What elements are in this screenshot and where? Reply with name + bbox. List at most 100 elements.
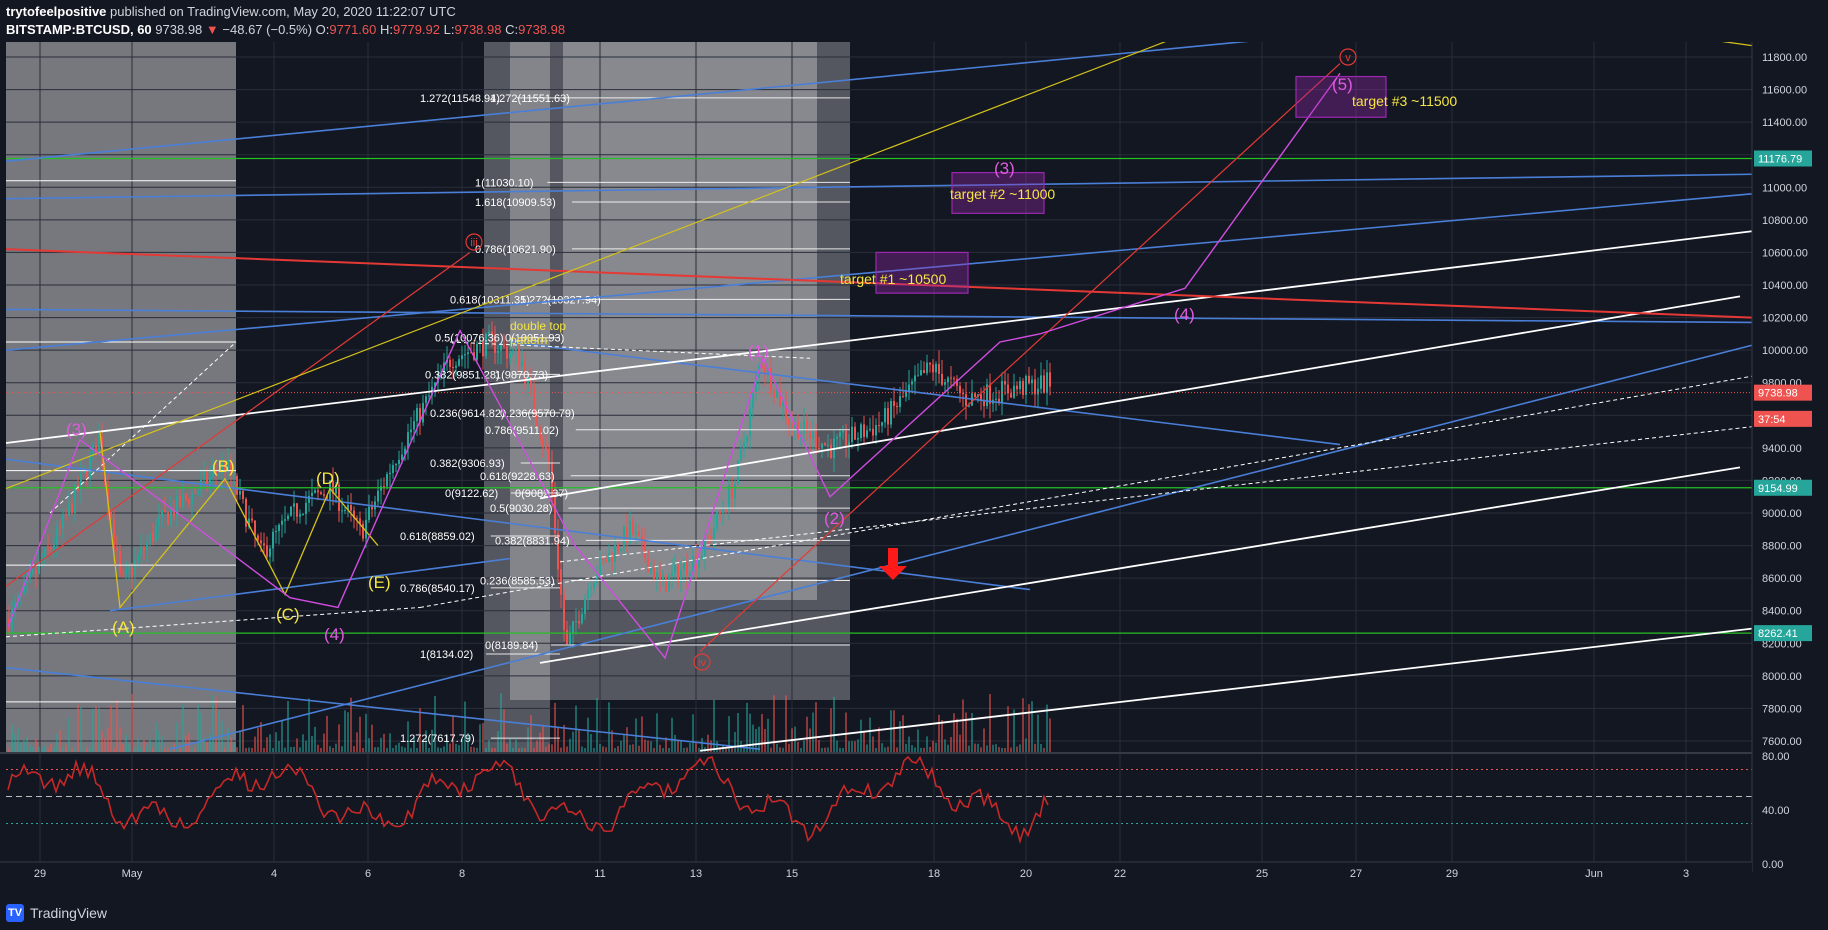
volume-bar (200, 713, 202, 752)
candle-body (566, 629, 568, 645)
candle-body (710, 536, 712, 539)
time-tick-label: 6 (365, 868, 371, 880)
candle-body (464, 354, 466, 356)
volume-bar (719, 747, 721, 752)
candle-body (755, 377, 757, 392)
candle-body (434, 382, 436, 387)
time-tick-label: 29 (34, 868, 46, 880)
white-trend-line (5, 230, 1753, 444)
fib-label: 0.5(10076.36) (435, 333, 504, 345)
candle-body (734, 483, 736, 499)
candle-body (683, 562, 685, 570)
volume-bar (404, 747, 406, 752)
volume-bar (323, 733, 325, 752)
volume-bar (389, 733, 391, 752)
price-tick-label: 8000.00 (1762, 671, 1802, 683)
chart-footer: TV TradingView (0, 898, 1828, 930)
volume-bar (17, 728, 19, 752)
white-trend-line (539, 466, 1741, 664)
candle-body (854, 426, 856, 440)
volume-bar (851, 741, 853, 752)
candle-body (689, 573, 691, 576)
candles (8, 321, 1051, 648)
fib-label: 1(8134.02) (420, 649, 473, 661)
candle-body (425, 396, 427, 403)
candle-body (788, 418, 790, 425)
candle-body (188, 499, 190, 505)
candle-body (389, 472, 391, 475)
candle-body (56, 526, 58, 546)
candle-body (827, 444, 829, 446)
volume-bar (560, 747, 562, 752)
candle-body (596, 575, 598, 583)
volume-bar (548, 744, 550, 752)
candle-body (1007, 384, 1009, 394)
author-name[interactable]: trytofeelpositive (6, 4, 107, 19)
volume-bar (1049, 718, 1051, 752)
candle-body (338, 484, 340, 511)
candle-body (953, 378, 955, 380)
volume-bar (425, 730, 427, 752)
volume-bar (530, 715, 532, 752)
candle-body (1037, 388, 1039, 395)
candle-body (719, 511, 721, 514)
candle-body (521, 361, 523, 366)
candle-body (362, 523, 364, 539)
candle-body (509, 353, 511, 359)
volume-bar (74, 747, 76, 752)
volume-bar (1013, 709, 1015, 752)
candle-body (1043, 375, 1045, 393)
volume-bar (773, 695, 775, 752)
wave-label-magenta: (3) (994, 159, 1015, 178)
candle-body (878, 425, 880, 427)
volume-bar (671, 717, 673, 752)
volume-bar (119, 726, 121, 752)
candle-body (140, 547, 142, 556)
volume-bar (839, 747, 841, 752)
candle-body (137, 555, 139, 561)
price-tick-label: 7800.00 (1762, 703, 1802, 715)
candle-body (80, 473, 82, 491)
volume-bar (515, 739, 517, 752)
candle-body (983, 400, 985, 407)
volume-bar (605, 747, 607, 752)
candle-body (593, 582, 595, 589)
volume-bar (386, 747, 388, 752)
tradingview-brand[interactable]: TV TradingView (6, 904, 107, 922)
volume-bar (1004, 748, 1006, 752)
volume-bar (509, 738, 511, 752)
candle-body (569, 633, 571, 645)
volume-bar (464, 701, 466, 752)
high-value: 9779.92 (393, 22, 441, 37)
volume-bar (968, 745, 970, 752)
candle-body (851, 426, 853, 442)
price-badge-label: 8262.41 (1758, 628, 1798, 640)
fib-label: 1.272(11548.94) (420, 93, 500, 105)
volume-bar (782, 747, 784, 752)
candle-body (908, 384, 910, 392)
candle-body (548, 448, 550, 464)
candle-body (902, 396, 904, 398)
candle-body (29, 573, 31, 579)
volume-bar (581, 746, 583, 752)
volume-bar (197, 704, 199, 752)
volume-bar (371, 724, 373, 752)
candle-body (896, 405, 898, 408)
candle-body (377, 490, 379, 502)
blue-trend-line (5, 173, 1753, 200)
price-tick-label: 8800.00 (1762, 541, 1802, 553)
target-1-label: target #1 ~10500 (840, 271, 946, 287)
candle-body (926, 362, 928, 374)
candle-body (875, 425, 877, 436)
volume-bar (599, 743, 601, 752)
candle-body (428, 395, 430, 397)
volume-bar (506, 743, 508, 752)
candle-body (803, 420, 805, 433)
candle-body (614, 544, 616, 562)
time-tick-label: 13 (690, 868, 702, 880)
symbol-label[interactable]: BITSTAMP:BTCUSD, 60 (6, 22, 152, 37)
volume-bar (401, 746, 403, 752)
candle-body (119, 550, 121, 574)
candle-body (167, 512, 169, 525)
volume-bar (563, 724, 565, 752)
